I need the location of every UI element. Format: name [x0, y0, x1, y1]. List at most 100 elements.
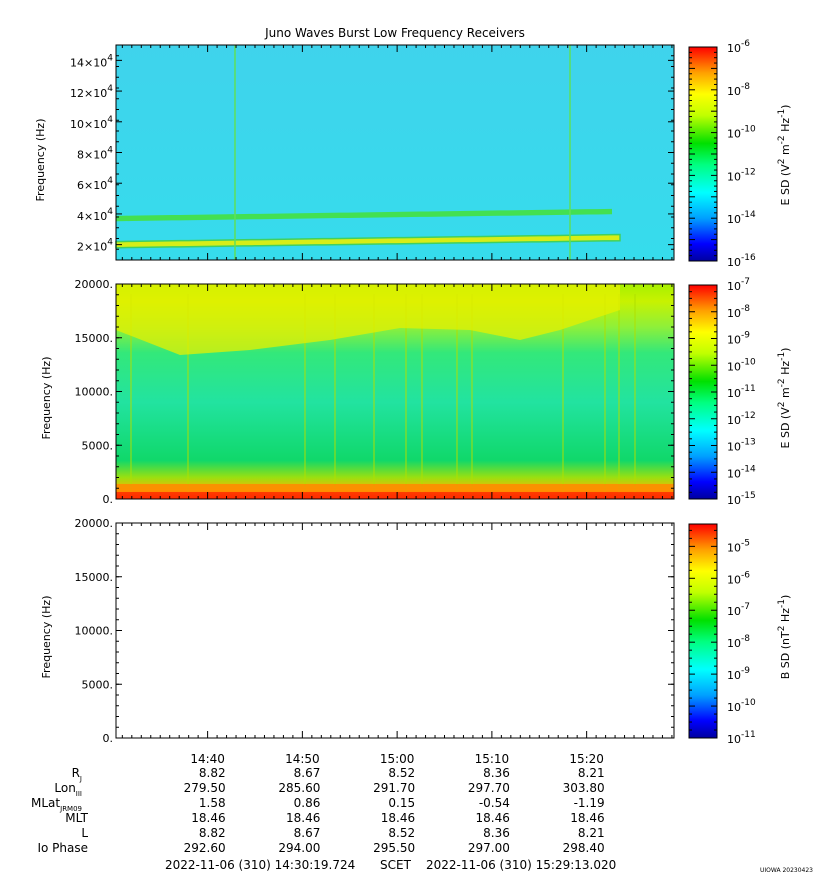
ephemeris-value: 0.86: [294, 796, 321, 810]
ephemeris-row-label: LonIII: [54, 781, 82, 798]
y-tick-label: 0.: [103, 493, 114, 506]
y-tick-label: 10×104: [70, 115, 113, 131]
ephemeris-value: 8.52: [388, 766, 415, 780]
panel-3-ylabel: Frequency (Hz): [40, 596, 53, 679]
y-tick-label: 10000.: [75, 625, 114, 638]
y-tick-label: 5000.: [82, 678, 114, 691]
y-tick-label: 2×104: [77, 238, 113, 254]
time-tick-label: 15:20: [569, 752, 604, 766]
colorbar-tick-label: 10-8: [727, 634, 750, 650]
ephemeris-value: 291.70: [373, 781, 415, 795]
ephemeris-row-label: RJ: [72, 766, 82, 783]
low-freq-orange-layer: [116, 484, 674, 492]
colorbar-tick-label: 10-10: [727, 357, 756, 373]
ephemeris-row-label: Io Phase: [37, 841, 88, 855]
colorbar-tick-label: 10-9: [727, 666, 750, 682]
ephemeris-row-label: MLatJRM09: [31, 796, 82, 813]
panel-3-colorbar: [688, 523, 718, 739]
emission-band-edge: [115, 233, 621, 249]
colorbar-tick-label: 10-5: [727, 538, 750, 554]
y-tick-label: 15000.: [75, 332, 114, 345]
time-tick-label: 14:40: [190, 752, 225, 766]
panel-3-colorbar-ticks: 10-5 10-6 10-7 10-8 10-9 10-10 10-11: [689, 529, 756, 746]
ephemeris-value: 294.00: [278, 841, 320, 855]
panel-1-colorbar-ticks: 10-6 10-8 10-10 10-12 10-14 10-16: [689, 39, 756, 269]
y-tick-label: 12×104: [70, 84, 113, 100]
colorbar-tick-label: 10-14: [727, 210, 756, 226]
y-tick-label: 5000.: [82, 439, 114, 452]
ephemeris-value: 8.67: [294, 826, 321, 840]
panel-1-ylabel: Frequency (Hz): [34, 119, 47, 202]
ephemeris-value: 18.46: [191, 811, 225, 825]
colorbar-tick-label: 10-7: [727, 277, 750, 293]
footer-stamp: UIOWA 20230423: [760, 867, 813, 874]
panel-3-y-ticks: 0. 5000. 10000. 15000. 20000.: [75, 517, 674, 745]
panel-1-background: [116, 45, 674, 260]
panel-2-marks: [116, 284, 674, 499]
panel-2-ylabel: Frequency (Hz): [40, 357, 53, 440]
ephemeris-row-label: MLT: [65, 811, 88, 825]
panel-2-x-ticks: [121, 284, 673, 499]
y-tick-label: 4×104: [77, 207, 113, 223]
ephemeris-value: 297.70: [468, 781, 510, 795]
colorbar-tick-label: 10-11: [727, 730, 756, 746]
ephemeris-value: -0.54: [479, 796, 510, 810]
y-tick-label: 10000.: [75, 386, 114, 399]
colorbar-tick-label: 10-15: [727, 491, 756, 507]
panel-efield-low: 0. 5000. 10000. 15000. 20000. Frequency (Hz)…: [40, 277, 792, 507]
emission-band-2: [116, 208, 612, 222]
panel-2-colorbar-label: E SD (V2 m-2 Hz-1): [777, 348, 792, 449]
ephemeris-value: 303.80: [563, 781, 605, 795]
ephemeris-value: 1.58: [199, 796, 226, 810]
ephemeris-value: 298.40: [563, 841, 605, 855]
ephemeris-table: RJ 8.82 8.67 8.52 8.36 8.21 LonIII 279.50 285.60…: [31, 766, 605, 855]
colorbar-tick-label: 10-7: [727, 602, 750, 618]
colorbar-tick-label: 10-6: [727, 39, 750, 55]
y-tick-label: 6×104: [77, 176, 113, 192]
ephemeris-value: 297.00: [468, 841, 510, 855]
chart-title: Juno Waves Burst Low Frequency Receivers: [264, 26, 525, 40]
colorbar-tick-label: 10-14: [727, 464, 756, 480]
panel-bfield: 0. 5000. 10000. 15000. 20000. Frequency (Hz)…: [40, 517, 792, 746]
ephemeris-row-label: L: [81, 826, 88, 840]
ephemeris-value: 8.36: [483, 826, 510, 840]
y-tick-label: 14×104: [70, 53, 113, 69]
time-tick-label: 14:50: [285, 752, 320, 766]
ephemeris-value: 8.82: [199, 766, 226, 780]
footer-start-time: 2022-11-06 (310) 14:30:19.724: [165, 858, 355, 872]
colorbar-tick-label: 10-10: [727, 698, 756, 714]
time-axis-labels: 14:40 14:50 15:00 15:10 15:20: [190, 752, 604, 766]
low-freq-red-layer: [116, 492, 674, 499]
y-tick-label: 20000.: [75, 517, 114, 530]
colorbar-tick-label: 10-12: [727, 411, 756, 427]
ephemeris-value: 0.15: [388, 796, 415, 810]
ephemeris-value: 285.60: [278, 781, 320, 795]
colorbar-tick-label: 10-12: [727, 167, 756, 183]
panel-1-colorbar-label: E SD (V2 m-2 Hz-1): [777, 105, 792, 206]
ephemeris-value: 18.46: [286, 811, 320, 825]
colorbar-tick-label: 10-11: [727, 384, 756, 400]
ephemeris-value: 8.82: [199, 826, 226, 840]
panel-efield-high: 2×104 4×104 6×104 8×104 10×104 12×104 14×104 F…: [34, 39, 792, 269]
panel-2-colorbar-ticks: 10-7 10-8 10-9 10-10 10-11 10-12 10-13 10-14 10-…: [689, 277, 756, 507]
y-tick-label: 15000.: [75, 571, 114, 584]
panel-1-y-ticks: 2×104 4×104 6×104 8×104 10×104 12×104 14×104: [70, 44, 674, 261]
footer-scet: SCET: [380, 858, 412, 872]
ephemeris-value: 8.36: [483, 766, 510, 780]
high-freq-emission: [116, 284, 620, 355]
ephemeris-value: 279.50: [184, 781, 226, 795]
time-tick-label: 15:00: [380, 752, 415, 766]
panel-3-background: [116, 523, 674, 738]
ephemeris-value: 292.60: [184, 841, 226, 855]
colorbar-tick-label: 10-8: [727, 304, 750, 320]
emission-band-1: [116, 234, 620, 248]
colorbar-tick-label: 10-13: [727, 438, 756, 454]
panel-1-x-ticks: [121, 45, 673, 260]
colorbar-tick-label: 10-16: [727, 253, 756, 269]
panel-1-marks: [115, 45, 621, 260]
ephemeris-value: -1.19: [574, 796, 605, 810]
ephemeris-value: 8.67: [294, 766, 321, 780]
panel-3-x-ticks: [121, 523, 673, 738]
ephemeris-value: 8.21: [578, 826, 605, 840]
